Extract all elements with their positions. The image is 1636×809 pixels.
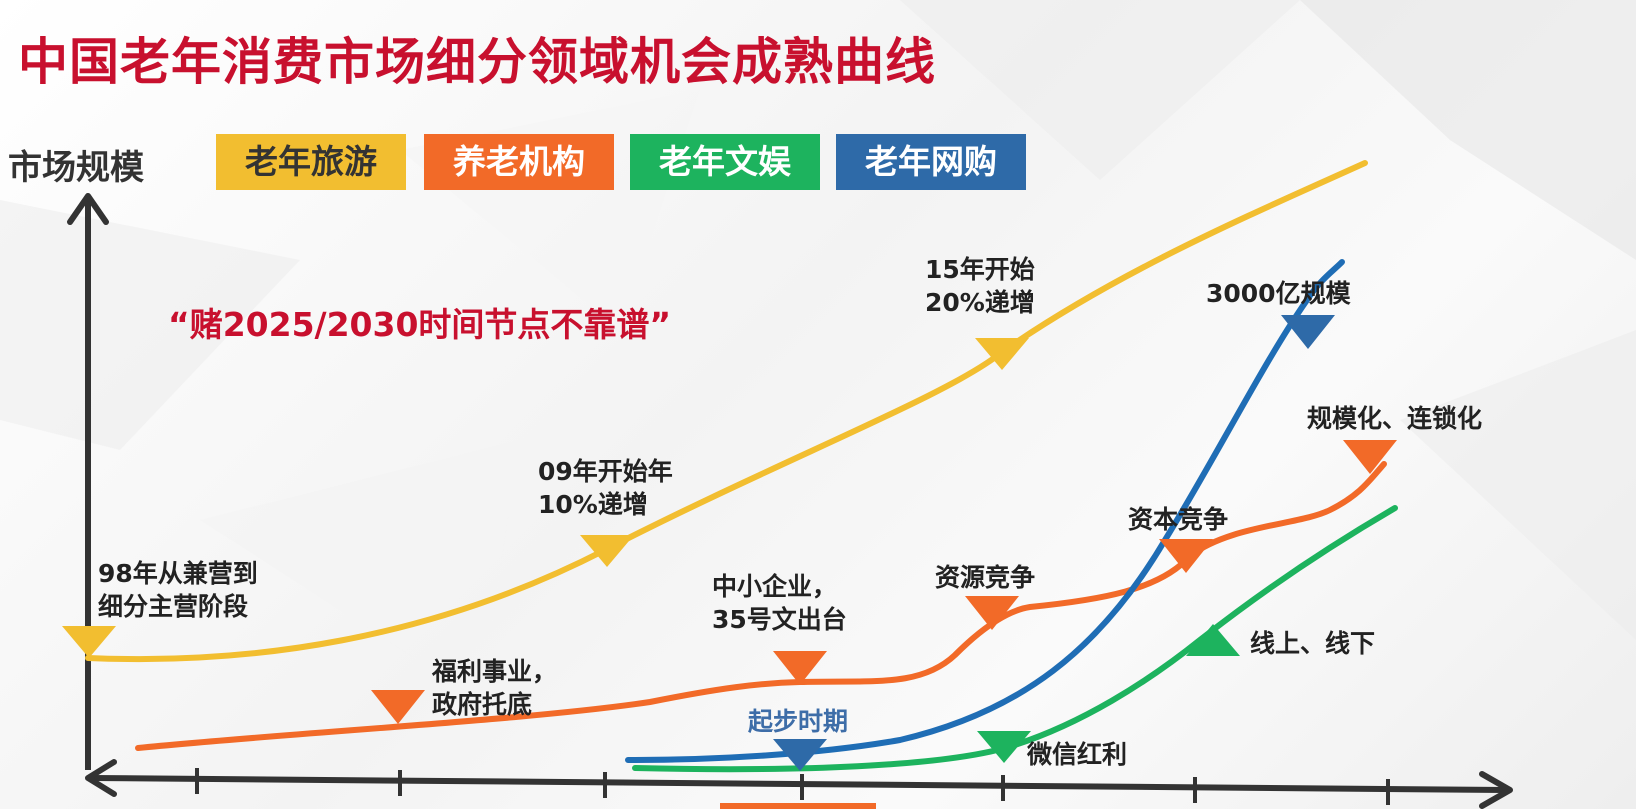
annotation-line: 15年开始 xyxy=(925,255,1035,284)
annotation-line: 细分主营阶段 xyxy=(98,592,249,621)
annotation-line: 规模化、连锁化 xyxy=(1307,404,1483,433)
annotation-line: 资源竞争 xyxy=(935,563,1036,592)
annotation-tourism-2015: 15年开始 20%递增 xyxy=(925,253,1035,319)
annotation-institution-scale: 规模化、连锁化 xyxy=(1307,402,1482,435)
annotation-shopping-start: 起步时期 xyxy=(748,705,848,738)
institution-marker xyxy=(1159,539,1213,573)
tourism-marker xyxy=(975,338,1029,370)
annotation-line: 中小企业， xyxy=(712,572,838,601)
institution-marker xyxy=(371,690,425,724)
x-axis-arrow-right xyxy=(1479,771,1513,809)
institution-curve xyxy=(135,461,1387,751)
shopping-marker xyxy=(1281,315,1335,349)
annotation-line: 起步时期 xyxy=(748,707,849,736)
legend-tourism: 老年旅游 xyxy=(216,134,406,190)
quote-text: “赌2025/2030时间节点不靠谱” xyxy=(168,305,672,344)
annotation-line: 资本竞争 xyxy=(1128,505,1229,534)
page-title: 中国老年消费市场细分领域机会成熟曲线 xyxy=(18,33,936,91)
y-axis-label: 市场规模 xyxy=(8,148,144,188)
x-axis-arrow-left xyxy=(85,759,117,797)
annotation-shopping-3000: 3000亿规模 xyxy=(1206,277,1351,310)
institution-marker xyxy=(1343,440,1397,474)
annotation-institution-capital: 资本竞争 xyxy=(1128,503,1228,536)
annotation-institution-resource: 资源竞争 xyxy=(935,561,1035,594)
y-axis-arrow xyxy=(67,193,109,225)
annotation-tourism-1998: 98年从兼营到 细分主营阶段 xyxy=(98,557,258,623)
entertainment-curve xyxy=(632,505,1398,773)
annotation-line: 35号文出台 xyxy=(712,605,847,634)
institution-marker xyxy=(773,651,827,685)
entertainment-marker-up xyxy=(1186,624,1240,656)
entertainment-marker xyxy=(977,731,1031,763)
tourism-curve xyxy=(85,160,1368,663)
annotation-line: 政府托底 xyxy=(432,690,533,719)
tourism-marker xyxy=(580,535,634,567)
legend-shopping: 老年网购 xyxy=(836,134,1026,190)
annotation-institution-sme: 中小企业， 35号文出台 xyxy=(712,570,847,636)
annotation-line: 98年从兼营到 xyxy=(98,559,258,588)
annotation-line: 线上、线下 xyxy=(1250,629,1376,658)
legend-institution: 养老机构 xyxy=(424,134,614,190)
annotation-line: 20%递增 xyxy=(925,288,1035,317)
annotation-line: 微信红利 xyxy=(1027,740,1128,769)
annotation-entertainment-online: 线上、线下 xyxy=(1250,627,1375,660)
tourism-marker xyxy=(62,626,116,658)
legend-entertainment: 老年文娱 xyxy=(630,134,820,190)
shopping-marker xyxy=(773,739,827,771)
bottom-marker-bar xyxy=(720,803,876,809)
annotation-line: 10%递增 xyxy=(538,490,648,519)
annotation-institution-welfare: 福利事业， 政府托底 xyxy=(432,655,557,721)
annotation-tourism-2009: 09年开始年 10%递增 xyxy=(538,455,673,521)
annotation-line: 福利事业， xyxy=(432,657,558,686)
annotation-entertainment-wechat: 微信红利 xyxy=(1027,738,1127,771)
annotation-line: 09年开始年 xyxy=(538,457,673,486)
x-axis xyxy=(91,775,1506,793)
institution-marker xyxy=(965,596,1019,630)
annotation-line: 3000亿规模 xyxy=(1206,279,1351,308)
